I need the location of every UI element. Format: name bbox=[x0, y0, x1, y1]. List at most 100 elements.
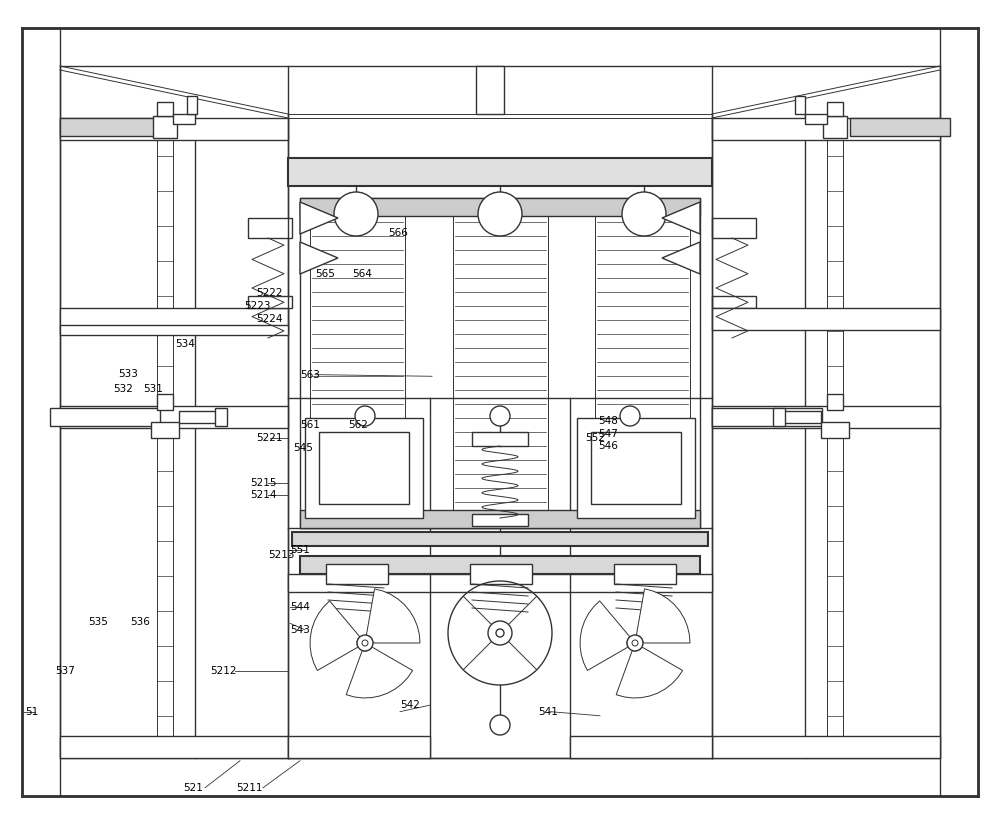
Bar bbox=[248, 218, 292, 238]
Bar bbox=[712, 296, 756, 308]
Text: 548: 548 bbox=[598, 416, 618, 426]
Bar bbox=[288, 574, 712, 592]
Polygon shape bbox=[616, 647, 683, 698]
Circle shape bbox=[496, 629, 504, 637]
Polygon shape bbox=[662, 242, 700, 274]
Circle shape bbox=[357, 635, 373, 651]
Bar bbox=[60, 325, 288, 335]
Bar bbox=[821, 422, 849, 438]
Bar bbox=[614, 564, 676, 584]
Bar bbox=[22, 758, 978, 796]
Circle shape bbox=[627, 635, 643, 651]
Bar bbox=[300, 556, 700, 574]
Polygon shape bbox=[636, 589, 690, 643]
Bar bbox=[940, 28, 978, 796]
Bar bbox=[215, 408, 227, 426]
Polygon shape bbox=[310, 601, 360, 671]
Text: 537: 537 bbox=[55, 666, 75, 676]
Text: 566: 566 bbox=[388, 228, 408, 238]
Text: 544: 544 bbox=[290, 602, 310, 612]
Bar bbox=[300, 198, 700, 216]
Bar bbox=[292, 532, 708, 546]
Text: 5211: 5211 bbox=[236, 783, 262, 793]
Text: 545: 545 bbox=[293, 443, 313, 453]
Bar bbox=[300, 198, 700, 528]
Bar bbox=[310, 200, 405, 526]
Text: 563: 563 bbox=[300, 370, 320, 380]
Text: 51: 51 bbox=[25, 707, 38, 717]
Bar bbox=[50, 408, 160, 426]
Text: 5213: 5213 bbox=[268, 550, 294, 560]
Bar bbox=[712, 308, 940, 330]
Circle shape bbox=[622, 192, 666, 236]
Bar bbox=[570, 736, 712, 758]
Bar bbox=[453, 200, 548, 526]
Bar bbox=[173, 114, 195, 124]
Bar bbox=[157, 394, 173, 410]
Text: 547: 547 bbox=[598, 429, 618, 438]
Circle shape bbox=[362, 640, 368, 646]
Circle shape bbox=[490, 406, 510, 426]
Bar bbox=[153, 116, 177, 138]
Text: 546: 546 bbox=[598, 441, 618, 451]
Text: 531: 531 bbox=[143, 384, 163, 393]
Polygon shape bbox=[300, 202, 338, 234]
Bar bbox=[712, 218, 756, 238]
Bar bbox=[179, 411, 219, 423]
Text: 561: 561 bbox=[300, 420, 320, 430]
Text: 543: 543 bbox=[290, 625, 310, 635]
Polygon shape bbox=[662, 202, 700, 234]
Bar bbox=[151, 422, 179, 438]
Bar bbox=[577, 418, 695, 518]
Bar bbox=[187, 96, 197, 114]
Bar bbox=[827, 140, 843, 736]
Bar bbox=[60, 308, 288, 330]
Text: 5212: 5212 bbox=[210, 666, 237, 676]
Text: 551: 551 bbox=[290, 545, 310, 555]
Bar bbox=[827, 102, 843, 116]
Bar bbox=[476, 66, 504, 114]
Circle shape bbox=[632, 640, 638, 646]
Bar bbox=[60, 736, 288, 758]
Bar bbox=[472, 514, 528, 526]
Bar bbox=[288, 736, 430, 758]
Polygon shape bbox=[366, 589, 420, 643]
Bar bbox=[712, 408, 822, 426]
Bar bbox=[805, 114, 827, 124]
Bar bbox=[591, 432, 681, 504]
Bar bbox=[795, 96, 805, 114]
Bar bbox=[22, 28, 60, 796]
Bar bbox=[157, 102, 173, 116]
Bar bbox=[712, 118, 940, 140]
Polygon shape bbox=[300, 242, 338, 274]
Bar bbox=[248, 296, 292, 308]
Circle shape bbox=[490, 715, 510, 735]
Text: 533: 533 bbox=[118, 369, 138, 379]
Bar bbox=[60, 118, 160, 136]
Bar bbox=[781, 411, 821, 423]
Text: 5222: 5222 bbox=[256, 288, 283, 298]
Circle shape bbox=[620, 406, 640, 426]
Text: 536: 536 bbox=[130, 617, 150, 627]
Circle shape bbox=[488, 621, 512, 645]
Bar bbox=[300, 510, 700, 528]
Circle shape bbox=[334, 192, 378, 236]
Bar bbox=[157, 140, 173, 736]
Bar bbox=[319, 432, 409, 504]
Text: 542: 542 bbox=[400, 700, 420, 710]
Text: 535: 535 bbox=[88, 617, 108, 627]
Bar bbox=[472, 432, 528, 446]
Text: 5215: 5215 bbox=[250, 478, 276, 488]
Polygon shape bbox=[346, 647, 413, 698]
Circle shape bbox=[478, 192, 522, 236]
Text: 534: 534 bbox=[175, 339, 195, 348]
Text: 564: 564 bbox=[352, 269, 372, 279]
Circle shape bbox=[355, 406, 375, 426]
Bar bbox=[470, 564, 532, 584]
Text: 562: 562 bbox=[348, 420, 368, 430]
Bar bbox=[712, 736, 940, 758]
Text: 5223: 5223 bbox=[244, 301, 270, 311]
Text: 552: 552 bbox=[585, 433, 605, 443]
Bar bbox=[60, 406, 288, 428]
Bar bbox=[305, 418, 423, 518]
